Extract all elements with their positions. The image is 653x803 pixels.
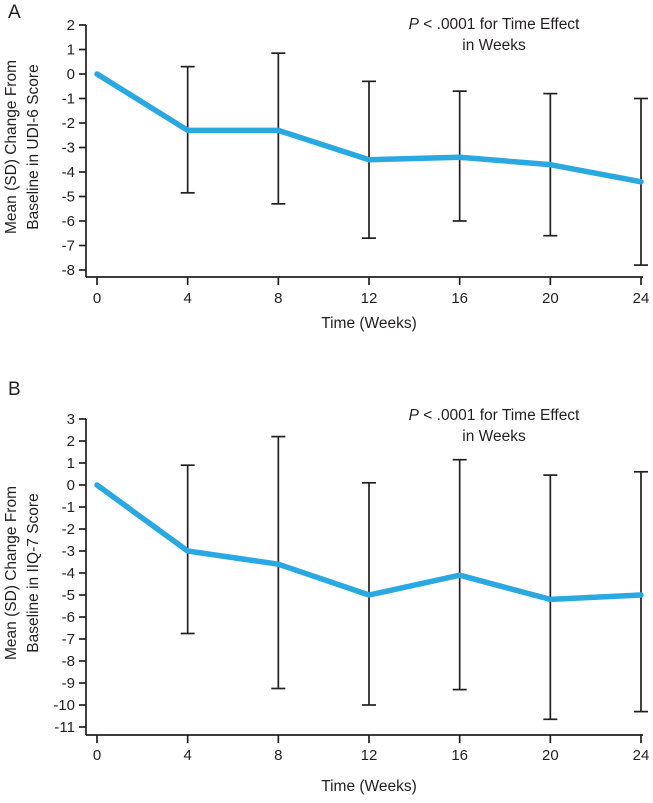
y-tick-label: -7	[62, 238, 75, 255]
p-annotation-line2: in Weeks	[462, 37, 526, 54]
y-tick-label: -4	[62, 565, 75, 582]
mean-change-line	[94, 71, 644, 185]
panel-a-x-axis-title: Time (Weeks)	[321, 315, 417, 332]
x-tick-label: 12	[361, 747, 378, 764]
y-tick-label: -2	[62, 115, 75, 132]
x-tick-label: 0	[93, 290, 101, 307]
y-tick-label: 2	[67, 17, 75, 34]
x-tick-label: 16	[451, 747, 468, 764]
y-tick-label: -3	[62, 543, 75, 560]
p-annotation-text: < .0001 for Time Effect	[418, 16, 580, 33]
y-tick-label: -9	[62, 675, 75, 692]
y-tick-label: 0	[67, 477, 75, 494]
p-symbol: P	[408, 407, 419, 424]
panel-a-plot-area: 2 1 0 -1 -2 -3 -4 -5 -6 -7 -8 0 4 8 12 16 20 24	[62, 17, 650, 307]
x-tick-label: 20	[542, 290, 559, 307]
p-annotation-text: < .0001 for Time Effect	[418, 407, 580, 424]
y-tick-label: 2	[67, 433, 75, 450]
panel-a-y-axis-title-line2: Baseline in UDI-6 Score	[25, 64, 42, 229]
mean-change-line	[94, 482, 644, 603]
y-tick-label: 1	[67, 42, 75, 59]
x-tick-label: 24	[633, 290, 650, 307]
x-tick-label: 16	[451, 290, 468, 307]
panel-a-pvalue-annotation: P < .0001 for Time Effect in Weeks	[344, 14, 644, 56]
panel-b-letter: B	[8, 379, 21, 400]
panel-b-plot-area: 3 2 1 0 -1 -2 -3 -4 -5 -6 -7 -8 -9 -10 -11 0 4 8 12 16 20 24	[53, 411, 649, 764]
y-tick-label: -10	[53, 697, 75, 714]
p-annotation-line2: in Weeks	[462, 428, 526, 445]
p-symbol: P	[408, 16, 419, 33]
y-tick-label: -2	[62, 521, 75, 538]
panel-a-chart: 2 1 0 -1 -2 -3 -4 -5 -6 -7 -8 0 4 8 12 16 20 24 Time (Wee…	[3, 17, 650, 332]
x-tick-label: 8	[274, 747, 282, 764]
y-tick-label: -1	[62, 499, 75, 516]
y-tick-label: -8	[62, 262, 75, 279]
panel-b-x-axis-title: Time (Weeks)	[321, 778, 417, 795]
y-tick-label: -4	[62, 164, 75, 181]
y-tick-label: -8	[62, 653, 75, 670]
x-tick-label: 24	[633, 747, 650, 764]
y-tick-label: -11	[54, 719, 75, 736]
y-tick-label: 0	[67, 66, 75, 83]
y-tick-label: 1	[67, 455, 75, 472]
panel-a-y-axis-title-line1: Mean (SD) Change From	[3, 60, 20, 234]
y-tick-label: -3	[62, 140, 75, 157]
y-tick-label: -1	[62, 91, 75, 108]
y-tick-label: -5	[62, 587, 75, 604]
y-tick-label: -6	[62, 609, 75, 626]
panel-a-letter: A	[8, 2, 21, 23]
y-tick-label: -5	[62, 189, 75, 206]
panel-b-y-axis-title-line2: Baseline in IIQ-7 Score	[25, 493, 42, 652]
x-tick-label: 12	[361, 290, 378, 307]
x-tick-label: 4	[183, 747, 191, 764]
panel-b-pvalue-annotation: P < .0001 for Time Effect in Weeks	[344, 405, 644, 447]
panel-b-y-axis-title-line1: Mean (SD) Change From	[3, 486, 20, 660]
y-tick-label: -6	[62, 213, 75, 230]
x-tick-label: 8	[274, 290, 282, 307]
x-tick-label: 4	[183, 290, 191, 307]
x-tick-label: 20	[542, 747, 559, 764]
y-tick-label: 3	[67, 411, 75, 428]
y-tick-label: -7	[62, 631, 75, 648]
x-tick-label: 0	[93, 747, 101, 764]
